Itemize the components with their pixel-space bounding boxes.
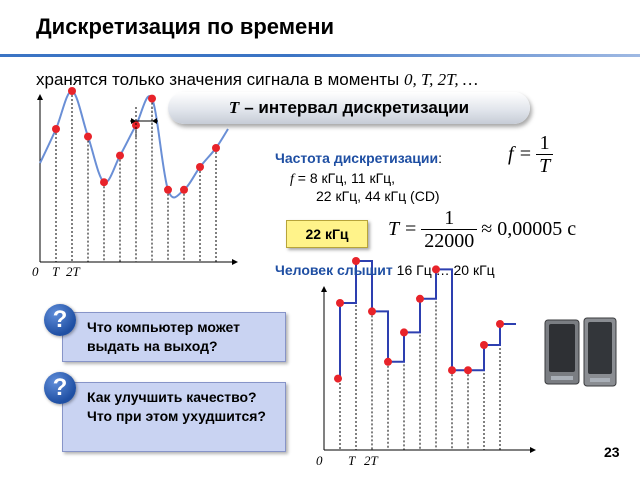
period-numerator: 1	[444, 207, 455, 229]
sample-point	[480, 341, 488, 349]
sample-point	[212, 144, 220, 152]
sample-point	[400, 328, 408, 337]
subtitle: хранятся только значения сигнала в момен…	[36, 70, 478, 90]
sample-point	[148, 94, 156, 103]
continuous-signal-plot	[37, 87, 238, 265]
x-axis-arrow	[530, 447, 536, 453]
hearing-values: 16 Гц … 20 кГц	[392, 262, 495, 278]
axis-label-2t: 2T	[66, 264, 81, 279]
period-lhs: T =	[388, 218, 418, 240]
subtitle-text: хранятся только значения сигнала в момен…	[36, 70, 404, 89]
axis-label-2t-2: 2T	[364, 453, 379, 468]
formula-denominator: T	[536, 154, 554, 177]
hearing-label: Человек слышит	[275, 262, 393, 278]
hearing-range: Человек слышит 16 Гц … 20 кГц	[275, 262, 495, 278]
page-number: 23	[604, 444, 620, 460]
sample-point	[352, 257, 360, 265]
sampling-frequency-label: Частота дискретизации:	[275, 150, 442, 166]
frequency-values-1: = 8 кГц, 11 кГц,	[293, 170, 396, 186]
formula-lhs: f =	[508, 143, 533, 165]
question-icon: ?	[44, 304, 76, 336]
sample-point	[196, 163, 204, 171]
selected-frequency-badge: 22 кГц	[286, 220, 368, 248]
interval-marker	[130, 107, 158, 138]
period-fraction: 1 22000	[421, 207, 478, 252]
sample-point	[416, 294, 424, 303]
formula-fraction: 1 T	[536, 132, 554, 177]
sample-point	[84, 132, 92, 141]
staircase-signal-plot	[321, 257, 536, 453]
sampling-frequency-colon: :	[438, 150, 442, 166]
sample-point	[384, 357, 392, 366]
sample-point	[334, 374, 342, 383]
subtitle-symbols: 0, T, 2T, …	[403, 70, 478, 89]
frequency-list-line1: f = 8 кГц, 11 кГц,	[290, 170, 395, 188]
banner-text: – интервал дискретизации	[244, 98, 470, 117]
sample-point	[52, 125, 60, 133]
slide-title: Дискретизация по времени	[36, 14, 335, 39]
period-denominator: 22000	[421, 229, 478, 252]
question-icon-2: ?	[44, 372, 76, 404]
sample-point	[164, 185, 172, 194]
frequency-list-line2: 22 кГц, 44 кГц (CD)	[316, 188, 440, 204]
question-output-box: Что компьютер может выдать на выход?	[62, 312, 286, 362]
title-divider	[0, 54, 640, 57]
y-axis-arrow	[37, 94, 43, 100]
sample-point	[464, 366, 472, 375]
question-quality-box: Как улучшить качество? Что при этом ухуд…	[62, 382, 286, 452]
axis-label-t: T	[52, 264, 60, 279]
sample-point	[100, 178, 108, 187]
sample-point	[132, 121, 140, 130]
banner-symbol: T	[228, 98, 240, 117]
period-formula: T = 1 22000 ≈ 0,00005 с	[388, 207, 576, 252]
axis-label-origin: 0	[32, 264, 39, 279]
period-result: ≈ 0,00005 с	[481, 218, 577, 240]
sample-point	[496, 320, 504, 328]
sampling-frequency-title: Частота дискретизации	[275, 150, 439, 166]
sample-point	[336, 299, 344, 307]
sample-point	[116, 151, 124, 160]
sample-point	[68, 87, 76, 95]
frequency-symbol: f	[290, 172, 294, 187]
x-axis-arrow	[232, 259, 238, 265]
axis-label-origin-2: 0	[316, 453, 323, 468]
speakers-icon	[544, 317, 617, 387]
staircase-line	[338, 260, 516, 380]
sample-point	[448, 366, 456, 375]
formula-numerator: 1	[539, 132, 550, 154]
y-axis-arrow	[321, 286, 327, 292]
axis-label-t-2: T	[348, 453, 356, 468]
frequency-formula: f = 1 T	[508, 132, 557, 177]
interval-banner: T – интервал дискретизации	[168, 92, 530, 124]
sample-point	[432, 265, 440, 274]
sample-point	[180, 185, 188, 194]
sample-point	[368, 307, 376, 316]
